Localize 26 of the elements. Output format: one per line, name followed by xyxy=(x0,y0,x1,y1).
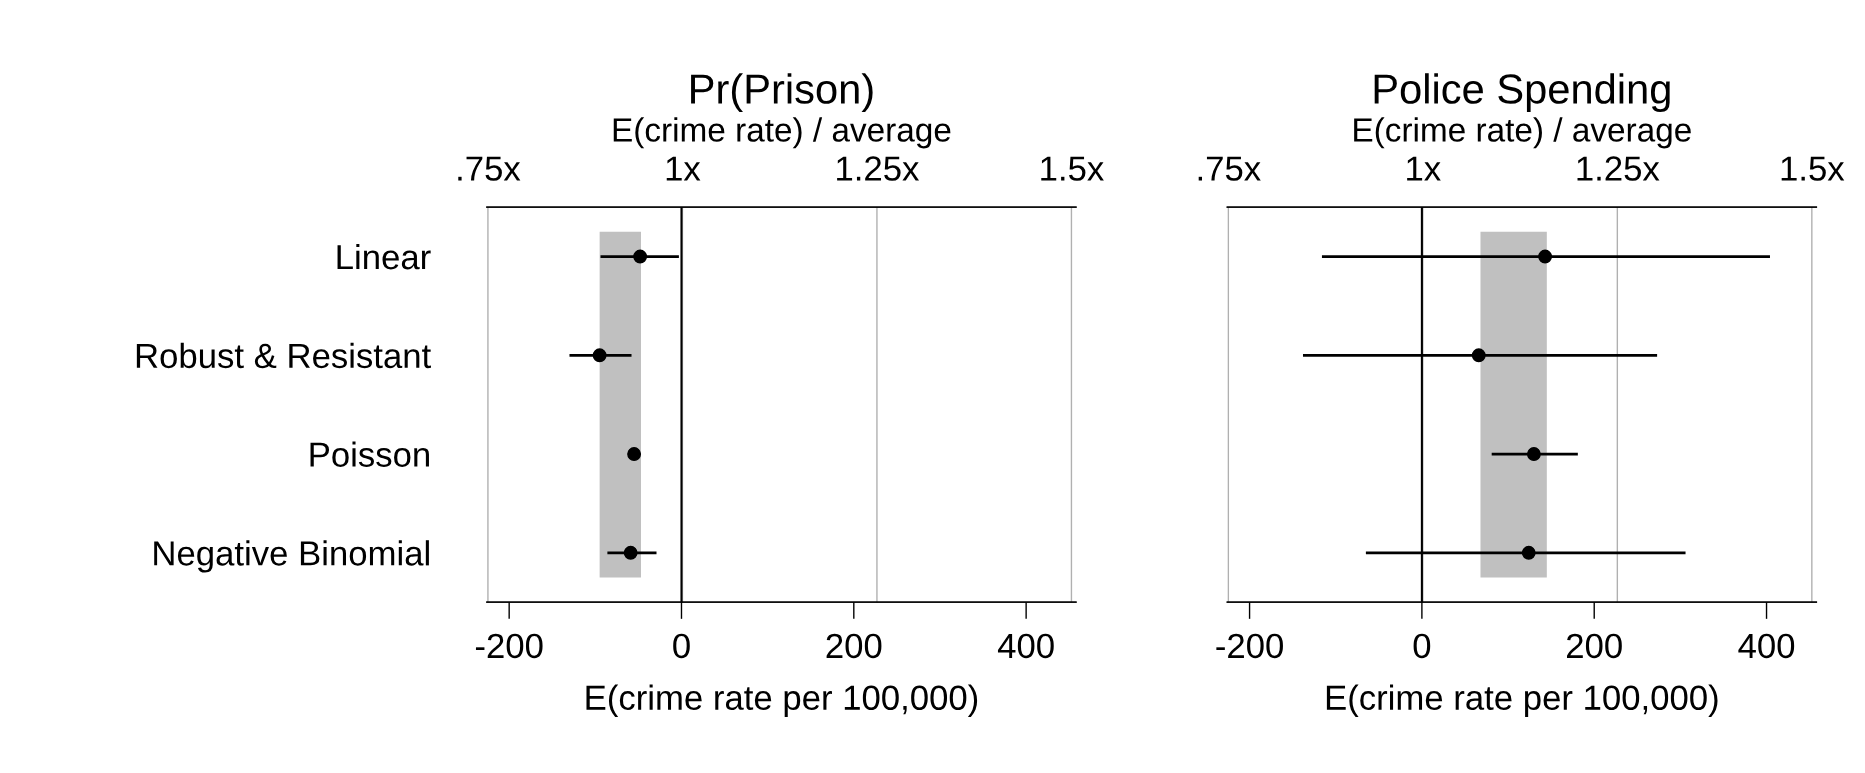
x2-tick-label: 1.25x xyxy=(837,156,920,181)
x2-tick-label: .75x xyxy=(458,156,521,181)
x-tick-label: 200 xyxy=(1567,633,1622,659)
x-axis-title: E(crime rate per 100,000) xyxy=(1326,684,1718,717)
x2-axis-title: E(crime rate) / average xyxy=(613,117,951,149)
x2-axis-title: E(crime rate) / average xyxy=(1354,117,1691,149)
x2-tick-label: 1x xyxy=(1407,156,1441,181)
y-tick-label: Poisson xyxy=(310,441,429,467)
chart-title: Pr(Prison) xyxy=(691,73,873,113)
x-tick-label: 200 xyxy=(826,633,882,659)
x-tick-label: -200 xyxy=(475,633,543,659)
y-tick-label: Robust & Resistant xyxy=(136,342,431,369)
x2-tick-label: 1.25x xyxy=(1577,156,1660,181)
x-tick-label: 0 xyxy=(673,633,690,659)
x2-tick-label: 1.5x xyxy=(1041,156,1104,181)
x2-tick-label: .75x xyxy=(1198,156,1261,181)
y-tick-label: Linear xyxy=(337,243,431,270)
x-axis-title: E(crime rate per 100,000) xyxy=(586,684,978,717)
chart-title: Police Spending xyxy=(1374,73,1670,113)
x2-tick-label: 1x xyxy=(666,156,701,181)
x2-tick-label: 1.5x xyxy=(1781,156,1845,181)
x-tick-label: 0 xyxy=(1413,633,1431,659)
x-tick-label: 400 xyxy=(1738,633,1795,659)
x-tick-label: 400 xyxy=(997,633,1054,659)
x-tick-label: -200 xyxy=(1216,633,1283,659)
y-tick-label: Negative Binomial xyxy=(154,540,429,573)
